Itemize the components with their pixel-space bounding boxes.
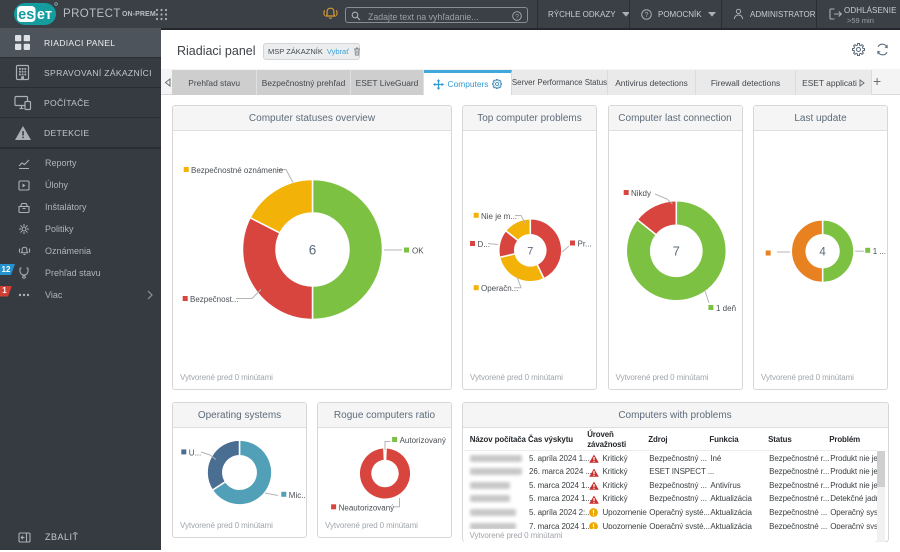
svg-text:4: 4 (819, 247, 826, 259)
svg-text:Bezpečnost...: Bezpečnost... (190, 295, 238, 304)
svg-text:7: 7 (527, 245, 533, 257)
svg-text:OK: OK (412, 247, 424, 256)
svg-text:eт: eт (37, 7, 52, 23)
svg-text:Bezpečnostné oznámenie: Bezpečnostné oznámenie (191, 166, 284, 175)
svg-text:7: 7 (672, 243, 679, 258)
svg-text:1 deň: 1 deň (716, 304, 736, 313)
svg-text:1 ...: 1 ... (873, 247, 886, 256)
svg-text:Operačn...: Operačn... (481, 284, 518, 293)
svg-text:Autorizovaný: Autorizovaný (400, 436, 446, 445)
svg-text:6: 6 (309, 243, 317, 258)
svg-text:?: ? (515, 13, 519, 20)
svg-text:Nie je m...: Nie je m... (481, 212, 517, 221)
svg-text:es: es (18, 7, 34, 23)
svg-text:Pr...: Pr... (578, 240, 592, 249)
svg-text:Mic...: Mic... (289, 491, 306, 500)
svg-text:?: ? (645, 12, 649, 19)
svg-text:D...: D... (478, 240, 490, 249)
svg-text:Nikdy: Nikdy (631, 189, 651, 198)
svg-text:U...: U... (189, 448, 201, 457)
svg-text:Neautorizovaný: Neautorizovaný (339, 503, 395, 512)
